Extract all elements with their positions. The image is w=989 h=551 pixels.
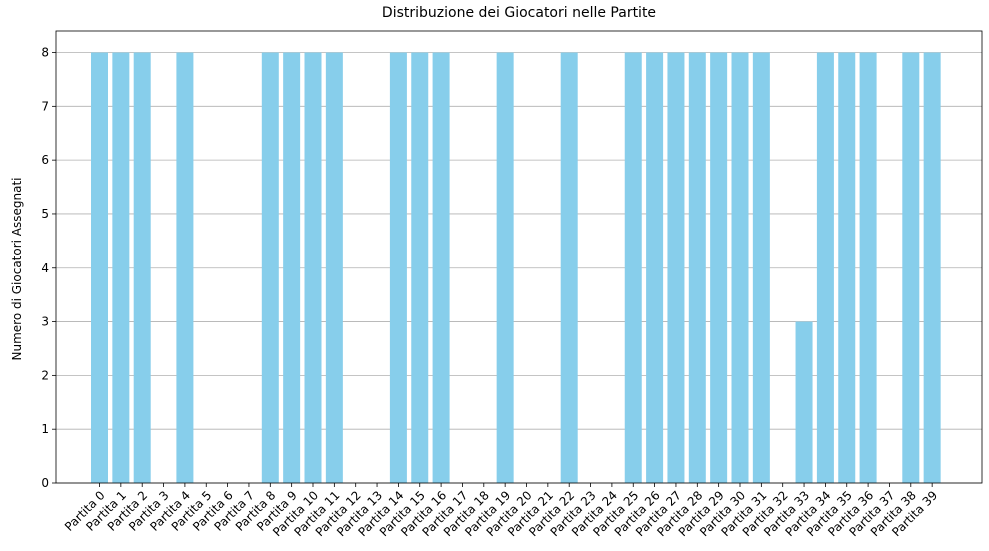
y-tick-label: 0 xyxy=(41,476,49,490)
y-tick-label: 7 xyxy=(41,99,49,113)
bar xyxy=(133,52,151,484)
axes-spines xyxy=(55,30,983,484)
bar xyxy=(304,52,322,484)
bar xyxy=(112,52,130,484)
y-tick-label: 5 xyxy=(41,207,49,221)
bar xyxy=(496,52,514,484)
bar xyxy=(902,52,920,484)
bar xyxy=(710,52,728,484)
bar xyxy=(91,52,108,484)
bar xyxy=(283,52,301,484)
axes-frame xyxy=(55,30,983,484)
chart-title: Distribuzione dei Giocatori nelle Partit… xyxy=(381,5,657,21)
y-tick-label: 8 xyxy=(41,46,49,60)
bar xyxy=(859,52,877,484)
bar xyxy=(411,52,429,484)
bar xyxy=(795,321,813,483)
bar xyxy=(646,52,664,484)
bars xyxy=(91,52,941,484)
y-ticks: 0 1 2 3 4 5 6 7 8 xyxy=(41,46,56,490)
bar xyxy=(667,52,685,484)
y-tick-label: 1 xyxy=(41,422,49,436)
bar xyxy=(176,52,194,484)
bar xyxy=(923,52,941,484)
bar xyxy=(261,52,279,484)
bar xyxy=(688,52,706,484)
y-tick-label: 2 xyxy=(41,368,49,382)
bar xyxy=(325,52,343,484)
bar xyxy=(816,52,834,484)
y-axis-label: Numero di Giocatori Assegnati xyxy=(10,177,24,360)
bar xyxy=(389,52,407,484)
y-tick-label: 3 xyxy=(41,315,49,329)
bar xyxy=(752,52,770,484)
bar xyxy=(838,52,856,484)
bar xyxy=(624,52,642,484)
bar xyxy=(432,52,450,484)
bar xyxy=(560,52,578,484)
bar xyxy=(731,52,749,484)
y-tick-label: 4 xyxy=(41,261,49,275)
y-tick-label: 6 xyxy=(41,153,49,167)
